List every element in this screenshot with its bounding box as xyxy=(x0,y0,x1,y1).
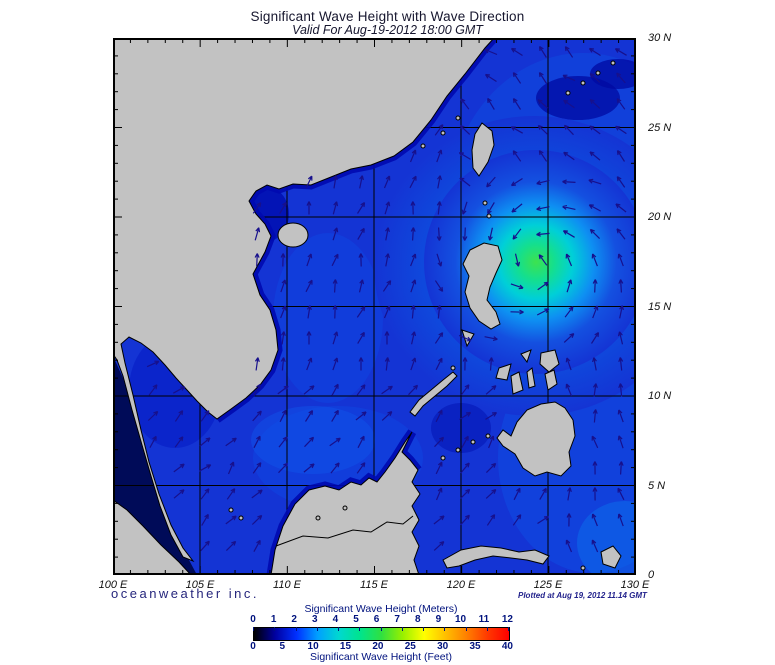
legend-tick: 12 xyxy=(501,614,513,625)
legend-tick: 3 xyxy=(312,614,318,625)
land-cebu xyxy=(526,367,536,389)
small-islands xyxy=(228,60,616,571)
lat-label: 0 xyxy=(648,569,655,581)
legend-meters-ticks: 0 1 2 3 4 5 6 7 8 9 10 11 12 xyxy=(249,614,513,625)
land-sulawesi xyxy=(442,545,550,569)
branding: oceanweather inc. xyxy=(111,586,260,601)
land-hainan xyxy=(277,222,309,248)
land-layer xyxy=(112,34,622,576)
legend-tick: 25 xyxy=(404,641,416,652)
lon-label: 115 E xyxy=(360,579,388,591)
page-title: Significant Wave Height with Wave Direct… xyxy=(250,9,525,24)
lon-label: 105 E xyxy=(185,579,215,591)
lat-label: 20 N xyxy=(648,211,672,223)
legend-tick: 10 xyxy=(307,641,319,652)
plotted-at-note: Plotted at Aug 19, 2012 11.14 GMT xyxy=(518,591,647,600)
legend-tick: 2 xyxy=(291,614,297,625)
map-plot xyxy=(112,34,718,585)
land-halmahera xyxy=(600,545,622,569)
legend-tick: 9 xyxy=(435,614,442,625)
lon-label: 125 E xyxy=(533,579,563,591)
wave-direction-arrows xyxy=(146,45,627,553)
land-taiwan xyxy=(471,122,495,177)
legend-tick: 1 xyxy=(270,614,277,625)
land-leyte xyxy=(544,369,558,391)
lat-label: 5 N xyxy=(648,479,666,492)
land-borneo xyxy=(270,431,421,576)
land-panay xyxy=(495,363,512,381)
legend-tick: 4 xyxy=(332,614,339,625)
legend-tick: 40 xyxy=(501,641,513,652)
land-samar xyxy=(539,349,560,373)
land-negros xyxy=(510,371,524,395)
land-masbate xyxy=(520,349,532,364)
borneo-internal-border xyxy=(275,515,414,547)
legend-title-meters: Significant Wave Height (Meters) xyxy=(304,603,458,615)
legend-tick: 6 xyxy=(373,614,380,625)
land-asia xyxy=(112,37,496,563)
legend-tick: 11 xyxy=(478,614,490,625)
lon-label: 130 E xyxy=(620,579,650,591)
lon-label: 120 E xyxy=(446,579,476,591)
lat-label: 30 N xyxy=(648,32,672,44)
legend-tick: 7 xyxy=(394,614,400,625)
land-mindanao xyxy=(496,401,576,477)
lat-label: 25 N xyxy=(648,121,672,134)
legend-tick: 15 xyxy=(339,641,352,652)
colorbar-ticks xyxy=(253,627,509,631)
legend-tick: 10 xyxy=(454,614,467,625)
legend-tick: 30 xyxy=(437,641,449,652)
map-canvas xyxy=(112,34,718,585)
legend-tick: 8 xyxy=(414,614,421,625)
valid-time-subtitle: Valid For Aug-19-2012 18:00 GMT xyxy=(292,23,483,37)
legend-tick: 0 xyxy=(250,641,256,652)
legend-tick: 5 xyxy=(279,641,286,652)
lon-label: 100 E xyxy=(98,579,128,591)
lon-label: 110 E xyxy=(273,579,301,591)
lat-label: 15 N xyxy=(648,300,672,313)
legend-title-feet: Significant Wave Height (Feet) xyxy=(309,651,452,663)
legend-tick: 35 xyxy=(469,641,481,652)
land-luzon xyxy=(462,242,503,330)
legend-tick: 0 xyxy=(250,614,256,625)
legend-tick: 5 xyxy=(353,614,359,625)
legend-tick: 20 xyxy=(372,641,384,652)
land-palawan xyxy=(409,371,458,417)
lat-label: 10 N xyxy=(648,390,672,402)
legend-feet-ticks: 0 5 10 15 20 25 30 35 40 xyxy=(249,641,513,652)
map-border xyxy=(113,38,636,575)
